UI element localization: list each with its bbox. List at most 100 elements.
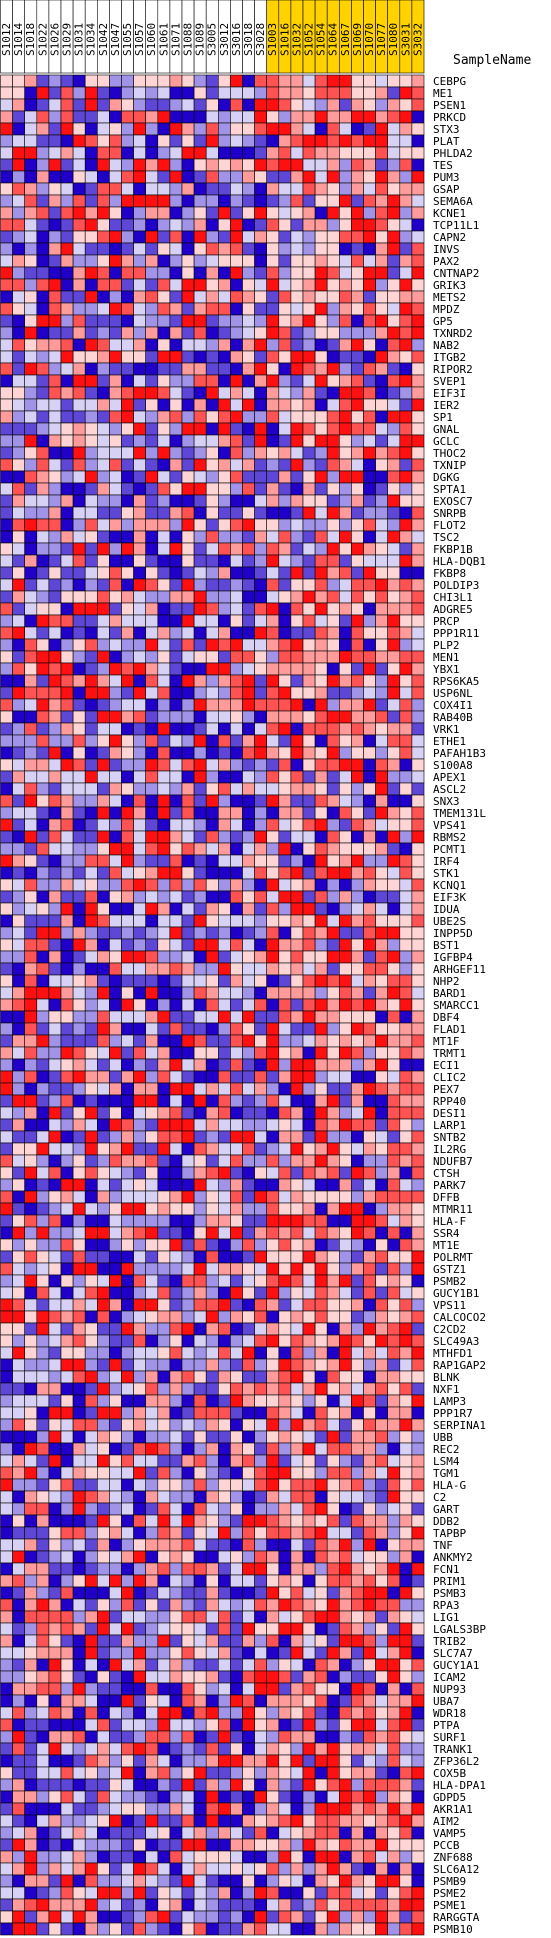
heatmap-cell — [218, 1718, 231, 1732]
heatmap-cell — [278, 938, 292, 952]
heatmap-cell — [0, 914, 13, 928]
heatmap-cell — [157, 1094, 171, 1108]
heatmap-cell — [205, 938, 219, 952]
heatmap-cell — [399, 962, 413, 976]
heatmap-cell — [375, 1322, 389, 1336]
heatmap-cell — [411, 482, 425, 496]
heatmap-cell — [12, 470, 26, 484]
heatmap-cell — [411, 1574, 425, 1588]
heatmap-cell — [193, 194, 207, 208]
heatmap-cell — [218, 1214, 231, 1228]
heatmap-cell — [48, 1142, 62, 1156]
heatmap-cell — [375, 962, 389, 976]
heatmap-cell — [145, 1490, 159, 1504]
heatmap-cell — [181, 1730, 195, 1744]
heatmap-cell — [60, 866, 74, 880]
heatmap-cell — [266, 854, 280, 868]
heatmap-cell — [411, 578, 425, 592]
heatmap-cell — [242, 842, 255, 856]
heatmap-cell — [218, 1538, 231, 1552]
heatmap-cell — [254, 1634, 268, 1648]
heatmap-cell — [266, 1430, 280, 1444]
heatmap-cell — [399, 1274, 413, 1288]
heatmap-cell — [84, 326, 98, 340]
heatmap-cell — [218, 866, 231, 880]
heatmap-cell — [363, 1514, 376, 1528]
heatmap-cell — [375, 134, 389, 148]
heatmap-cell — [302, 962, 316, 976]
heatmap-cell — [48, 1070, 62, 1084]
heatmap-cell — [72, 758, 86, 772]
heatmap-cell — [375, 698, 389, 712]
heatmap-cell — [387, 1574, 401, 1588]
heatmap-cell — [36, 458, 50, 472]
heatmap-cell — [193, 1058, 207, 1072]
heatmap-cell — [97, 1466, 110, 1480]
heatmap-cell — [266, 530, 280, 544]
heatmap-cell — [387, 1562, 401, 1576]
heatmap-cell — [242, 1130, 255, 1144]
heatmap-cell — [72, 926, 86, 940]
heatmap-cell — [157, 482, 171, 496]
heatmap-cell — [242, 1478, 255, 1492]
heatmap-cell — [290, 470, 304, 484]
heatmap-cell — [326, 446, 340, 460]
heatmap-cell — [157, 266, 171, 280]
heatmap-cell — [266, 506, 280, 520]
heatmap-cell — [109, 290, 122, 304]
heatmap-cell — [133, 98, 147, 112]
heatmap-cell — [290, 1418, 304, 1432]
sample-label: S1054 — [315, 23, 328, 56]
heatmap-cell — [145, 662, 159, 676]
heatmap-cell — [338, 1430, 352, 1444]
heatmap-cell — [254, 734, 268, 748]
heatmap-cell — [387, 506, 401, 520]
heatmap-cell — [254, 518, 268, 532]
heatmap-cell — [205, 458, 219, 472]
heatmap-cell — [278, 1286, 292, 1300]
heatmap-cell — [84, 1226, 98, 1240]
heatmap-cell — [24, 422, 38, 436]
heatmap-cell — [193, 482, 207, 496]
heatmap-cell — [351, 482, 364, 496]
heatmap-cell — [326, 1118, 340, 1132]
heatmap-cell — [0, 338, 13, 352]
heatmap-cell — [278, 818, 292, 832]
heatmap-cell — [242, 770, 255, 784]
heatmap-cell — [133, 1538, 147, 1552]
heatmap-cell — [399, 1046, 413, 1060]
heatmap-cell — [266, 1562, 280, 1576]
heatmap-cell — [411, 1430, 425, 1444]
heatmap-cell — [254, 986, 268, 1000]
heatmap-cell — [0, 218, 13, 232]
heatmap-cell — [24, 374, 38, 388]
heatmap-cell — [84, 1418, 98, 1432]
heatmap-cell — [145, 1526, 159, 1540]
heatmap-cell — [242, 530, 255, 544]
heatmap-cell — [84, 1466, 98, 1480]
heatmap-cell — [242, 674, 255, 688]
heatmap-cell — [97, 98, 110, 112]
heatmap-cell — [363, 1454, 376, 1468]
heatmap-cell — [181, 194, 195, 208]
heatmap-cell — [97, 1730, 110, 1744]
heatmap-cell — [363, 278, 376, 292]
heatmap-cell — [218, 806, 231, 820]
heatmap-cell — [145, 1646, 159, 1660]
heatmap-cell — [60, 506, 74, 520]
heatmap-cell — [375, 1610, 389, 1624]
heatmap-cell — [169, 206, 183, 220]
heatmap-cell — [326, 782, 340, 796]
heatmap-cell — [411, 254, 425, 268]
heatmap-cell — [48, 506, 62, 520]
heatmap-cell — [242, 1718, 255, 1732]
heatmap-cell — [24, 122, 38, 136]
heatmap-cell — [266, 1550, 280, 1564]
heatmap-cell — [338, 1598, 352, 1612]
heatmap-cell — [205, 1142, 219, 1156]
heatmap-cell — [290, 878, 304, 892]
heatmap-cell — [0, 266, 13, 280]
heatmap-cell — [254, 974, 268, 988]
heatmap-cell — [72, 734, 86, 748]
heatmap-cell — [12, 1262, 26, 1276]
